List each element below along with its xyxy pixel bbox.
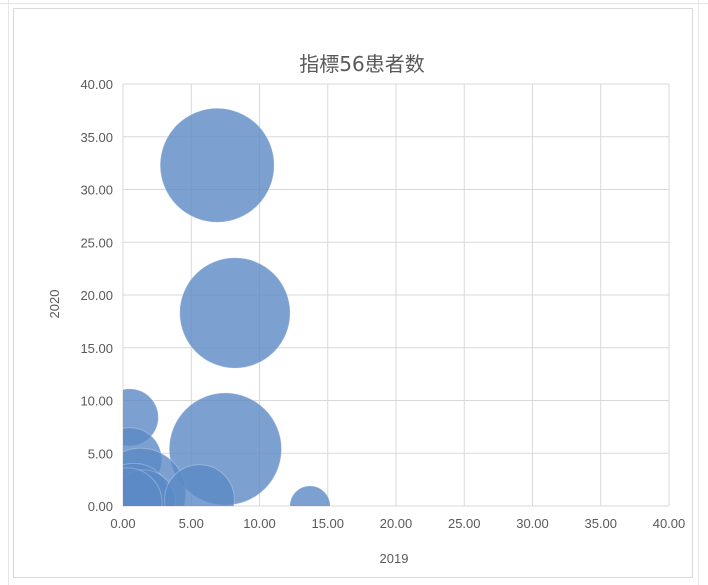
- x-tick-label: 20.00: [380, 516, 413, 531]
- x-tick-label: 10.00: [243, 516, 276, 531]
- sheet-gridline: [698, 0, 699, 585]
- x-tick-label: 30.00: [516, 516, 549, 531]
- bubble-chart: 0.00 5.00 10.00 15.00 20.00 25.00 30.00 35.00 40…: [47, 52, 685, 566]
- x-tick-label: 0.00: [110, 516, 135, 531]
- y-tick-label: 10.00: [80, 394, 113, 409]
- bubble-point[interactable]: [92, 467, 163, 538]
- bubble-point[interactable]: [159, 107, 275, 223]
- y-axis-title: 2020: [47, 290, 62, 319]
- y-tick-label: 40.00: [80, 77, 113, 92]
- x-tick-label: 35.00: [584, 516, 617, 531]
- y-tick-label: 5.00: [88, 446, 113, 461]
- x-tick-label: 5.00: [179, 516, 204, 531]
- x-tick-label: 25.00: [448, 516, 481, 531]
- y-tick-label: 35.00: [80, 130, 113, 145]
- y-tick-label: 20.00: [80, 288, 113, 303]
- tick-labels: 0.00 5.00 10.00 15.00 20.00 25.00 30.00 35.00 40…: [80, 77, 685, 531]
- y-tick-label: 15.00: [80, 341, 113, 356]
- y-tick-label: 25.00: [80, 235, 113, 250]
- x-axis-title: 2019: [380, 551, 409, 566]
- sheet-gridline: [8, 0, 9, 585]
- bubbles: [92, 107, 331, 538]
- bubble-point[interactable]: [179, 257, 291, 369]
- y-tick-label: 30.00: [80, 183, 113, 198]
- bubble-point[interactable]: [289, 485, 331, 526]
- x-tick-label: 15.00: [311, 516, 344, 531]
- x-tick-label: 40.00: [653, 516, 686, 531]
- chart-object[interactable]: 0.00 5.00 10.00 15.00 20.00 25.00 30.00 35.00 40…: [13, 8, 693, 578]
- bubble-point[interactable]: [164, 464, 235, 535]
- y-tick-label: 0.00: [88, 499, 113, 514]
- chart-title: 指標56患者数: [299, 52, 424, 76]
- sheet-gridline: [0, 3, 708, 4]
